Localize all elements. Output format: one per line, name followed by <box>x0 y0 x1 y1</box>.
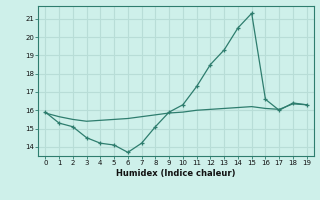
X-axis label: Humidex (Indice chaleur): Humidex (Indice chaleur) <box>116 169 236 178</box>
